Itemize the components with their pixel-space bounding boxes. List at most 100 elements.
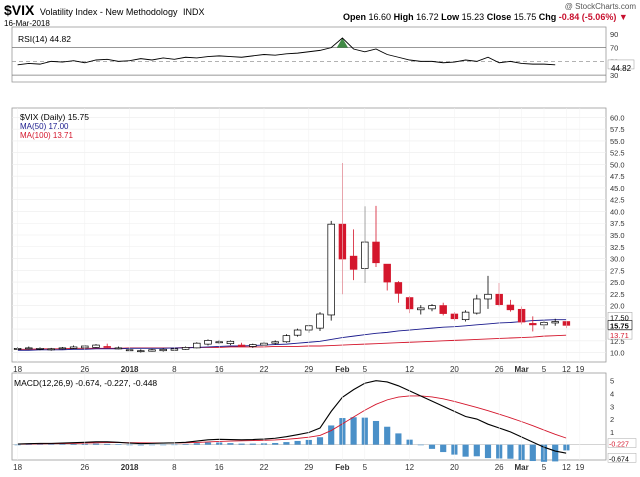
macd-value-tag-box: [607, 453, 637, 463]
candle-body: [204, 340, 212, 345]
candle-body: [484, 293, 492, 300]
x-tick-label: Mar: [514, 365, 528, 374]
price-value-tag: 15.75: [610, 322, 629, 331]
macd-histogram-bar: [473, 444, 480, 457]
macd-histogram-bar: [283, 442, 290, 445]
x-tick-label: Feb: [335, 365, 349, 374]
macd-histogram-bar: [552, 444, 559, 462]
price-tick-label: 45.0: [610, 184, 625, 193]
x-tick-label: 5: [363, 365, 368, 374]
candle-body: [193, 342, 201, 349]
rsi-value-tag: 44.82: [611, 64, 632, 73]
x-tick-label: 12: [562, 463, 571, 472]
price-tick-label: 27.5: [610, 266, 625, 275]
candle-body: [58, 347, 67, 350]
chg-value: -0.84 (-5.06%): [558, 12, 617, 22]
macd-histogram-bar: [484, 444, 492, 459]
price-tick-label: 42.5: [610, 196, 625, 205]
ma50-line: [17, 319, 567, 351]
macd-value-tag: -0.227: [609, 442, 629, 449]
price-tick-label: 20.0: [610, 302, 625, 311]
x-tick-label: 19: [575, 463, 584, 472]
x-tick-label: 19: [575, 365, 584, 374]
high-label: High: [393, 12, 414, 22]
candle-body: [417, 307, 425, 311]
x-tick-label: 2018: [121, 365, 139, 374]
macd-histogram-bar: [204, 442, 212, 445]
price-tick-label: 60.0: [610, 113, 625, 122]
price-legend: $VIX (Daily) 15.75: [20, 112, 89, 122]
ma100-legend: MA(100) 13.71: [20, 131, 73, 140]
candle-body: [103, 346, 111, 348]
price-value-tag: 17.50: [610, 313, 629, 322]
macd-histogram-bar: [25, 444, 32, 445]
macd-histogram-bar: [328, 425, 335, 445]
x-tick-label: 12: [405, 365, 414, 374]
low-value: 15.23: [461, 12, 485, 22]
candle-body: [372, 241, 380, 264]
price-tick-label: 55.0: [610, 137, 625, 146]
rsi-overbought-fill: [336, 38, 348, 48]
x-tick-label: 18: [13, 365, 22, 374]
low-label: Low: [441, 12, 460, 22]
macd-line: [17, 380, 567, 454]
macd-histogram-bar: [193, 443, 200, 445]
rsi-tick-label: 70: [610, 44, 618, 53]
rsi-value-tag-box: [607, 59, 635, 70]
macd-histogram-bar: [137, 444, 144, 446]
macd-tick-label: 5: [610, 377, 614, 386]
x-tick-label: Mar: [514, 463, 528, 472]
x-tick-label: 16: [215, 365, 224, 374]
price-tick-label: 30.0: [610, 255, 625, 264]
candle-body: [249, 344, 257, 347]
candle-body: [92, 344, 100, 348]
candle-body: [237, 344, 246, 347]
price-tick-label: 50.0: [610, 160, 625, 169]
candle-body: [439, 305, 447, 314]
price-tick-label: 40.0: [610, 207, 625, 216]
x-tick-label: 2018: [121, 463, 139, 472]
x-tick-label: 29: [304, 463, 313, 472]
macd-histogram-bar: [227, 443, 234, 445]
rsi-line: [17, 37, 556, 66]
macd-histogram-bar: [428, 444, 436, 449]
macd-histogram-bar: [148, 444, 156, 446]
ohlc-summary: Open 16.60 High 16.72 Low 15.23 Close 15…: [343, 12, 628, 22]
rsi-tick-label: 90: [610, 30, 618, 39]
macd-tick-label: 4: [610, 389, 614, 398]
x-tick-label: 20: [450, 463, 459, 472]
price-tick-label: 35.0: [610, 231, 625, 240]
candle-body: [226, 340, 235, 345]
price-tick-label: 32.5: [610, 243, 625, 252]
macd-histogram-bar: [249, 443, 256, 445]
macd-value-tag: -0.674: [609, 456, 629, 463]
x-tick-label: 18: [13, 463, 22, 472]
candle-body: [428, 305, 436, 310]
chg-down-arrow-icon: ▼: [618, 12, 628, 22]
price-tick-label: 10.0: [610, 349, 625, 358]
candle-body: [181, 347, 190, 350]
x-tick-label: 22: [260, 365, 269, 374]
price-tick-label: 12.5: [610, 337, 625, 346]
macd-histogram-bar: [417, 444, 424, 446]
price-tick-label: 47.5: [610, 172, 625, 181]
macd-histogram-bar: [160, 444, 167, 446]
x-tick-label: 16: [215, 463, 224, 472]
x-tick-label: 29: [304, 365, 313, 374]
price-value-tag-box: [607, 329, 633, 340]
x-tick-label: 12: [562, 365, 571, 374]
macd-histogram-bar: [507, 444, 514, 459]
rsi-frame: [11, 26, 607, 83]
exchange: INDX: [182, 7, 205, 17]
chart-title: $VIX Volatility Index - New Methodology …: [4, 2, 204, 18]
candle-body: [282, 335, 291, 343]
x-tick-label: 12: [405, 463, 414, 472]
price-tick-label: 25.0: [610, 278, 625, 287]
quote-date: 16-Mar-2018: [4, 19, 50, 28]
x-tick-label: 22: [260, 463, 269, 472]
candle-body: [461, 311, 470, 321]
macd-histogram-bar: [372, 420, 380, 445]
candle-body: [529, 323, 537, 326]
symbol: $VIX: [4, 2, 35, 18]
